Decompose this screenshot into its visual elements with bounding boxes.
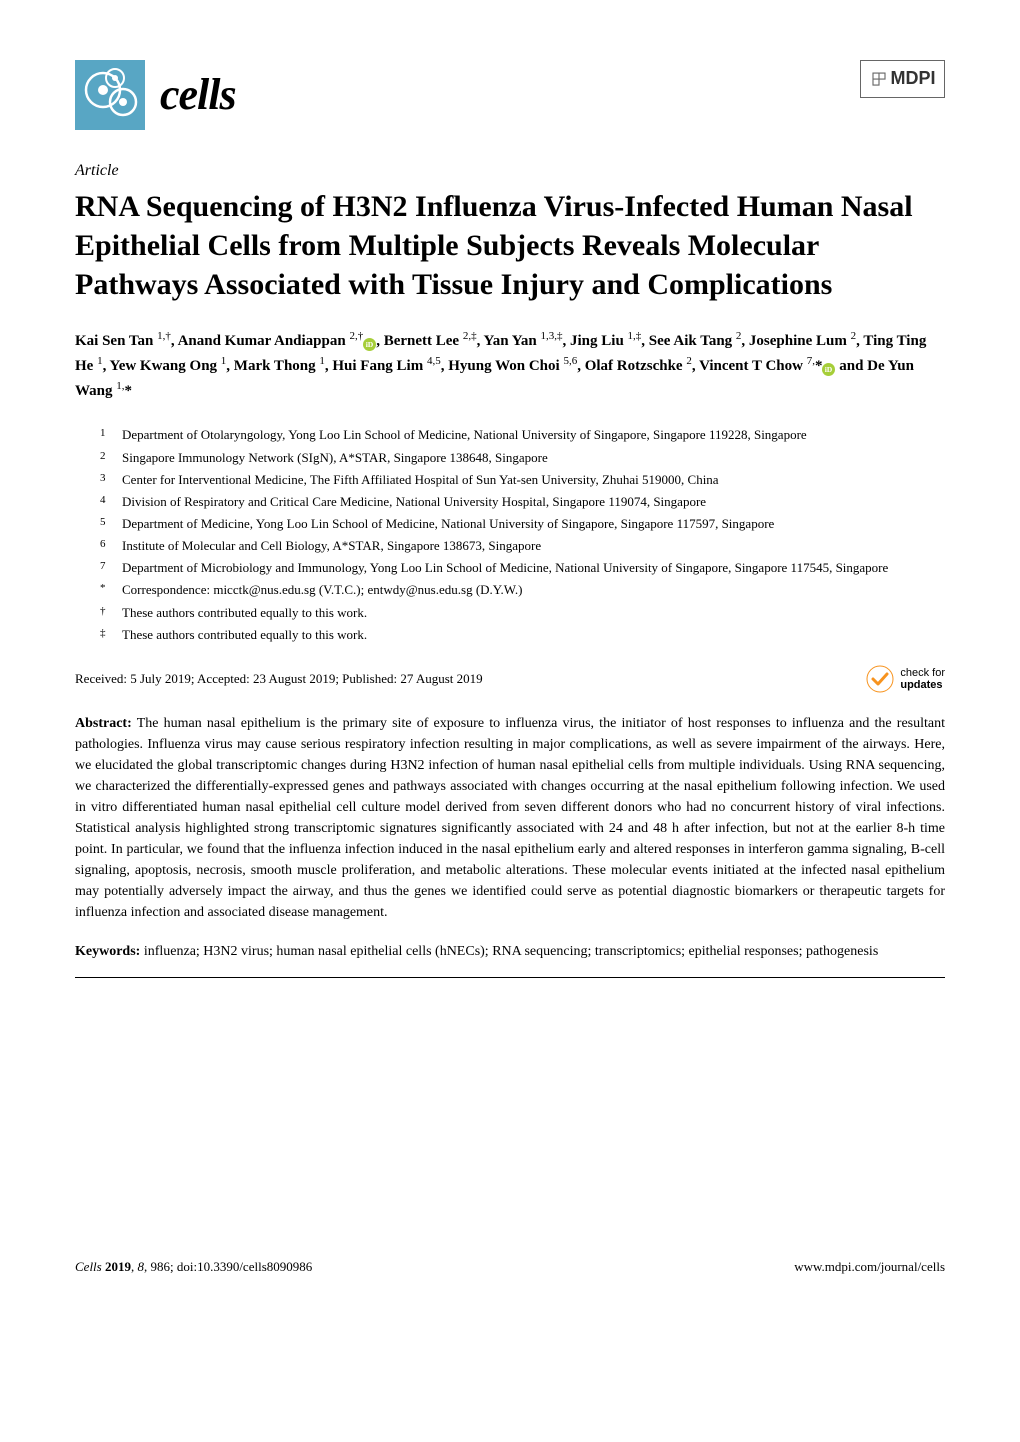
abstract-text: The human nasal epithelium is the primar… <box>75 716 945 920</box>
cells-logo-icon <box>75 60 145 130</box>
page-footer: Cells 2019, 8, 986; doi:10.3390/cells809… <box>75 1258 945 1276</box>
svg-text:iD: iD <box>366 341 374 350</box>
affiliations-list: 1Department of Otolaryngology, Yong Loo … <box>75 425 945 644</box>
journal-name: cells <box>160 64 236 126</box>
abstract-section: Abstract: The human nasal epithelium is … <box>75 713 945 923</box>
publication-dates: Received: 5 July 2019; Accepted: 23 Augu… <box>75 670 483 688</box>
check-updates-badge[interactable]: check for updates <box>866 665 945 693</box>
footer-citation: Cells 2019, 8, 986; doi:10.3390/cells809… <box>75 1258 312 1276</box>
abstract-label: Abstract: <box>75 716 132 731</box>
affiliation-item: 3Center for Interventional Medicine, The… <box>100 470 945 490</box>
affiliation-item: ‡These authors contributed equally to th… <box>100 625 945 645</box>
keywords-label: Keywords: <box>75 944 140 959</box>
affiliation-item: 5Department of Medicine, Yong Loo Lin Sc… <box>100 514 945 534</box>
check-updates-icon <box>866 665 894 693</box>
affiliation-item: 1Department of Otolaryngology, Yong Loo … <box>100 425 945 445</box>
footer-url: www.mdpi.com/journal/cells <box>794 1258 945 1276</box>
article-title: RNA Sequencing of H3N2 Influenza Virus-I… <box>75 187 945 304</box>
authors-list: Kai Sen Tan 1,†, Anand Kumar Andiappan 2… <box>75 328 945 403</box>
keywords-section: Keywords: influenza; H3N2 virus; human n… <box>75 941 945 978</box>
affiliation-item: 2Singapore Immunology Network (SIgN), A*… <box>100 448 945 468</box>
page-header: cells MDPI <box>75 60 945 130</box>
affiliation-item: 6Institute of Molecular and Cell Biology… <box>100 536 945 556</box>
journal-logo-section: cells <box>75 60 236 130</box>
affiliation-item: 7Department of Microbiology and Immunolo… <box>100 558 945 578</box>
affiliation-item: †These authors contributed equally to th… <box>100 603 945 623</box>
dates-section: Received: 5 July 2019; Accepted: 23 Augu… <box>75 665 945 693</box>
keywords-text: influenza; H3N2 virus; human nasal epith… <box>144 944 878 959</box>
mdpi-logo: MDPI <box>860 60 945 98</box>
article-type: Article <box>75 160 945 182</box>
affiliation-item: *Correspondence: micctk@nus.edu.sg (V.T.… <box>100 580 945 600</box>
check-updates-text: check for updates <box>900 667 945 691</box>
svg-text:iD: iD <box>825 366 833 375</box>
affiliation-item: 4Division of Respiratory and Critical Ca… <box>100 492 945 512</box>
